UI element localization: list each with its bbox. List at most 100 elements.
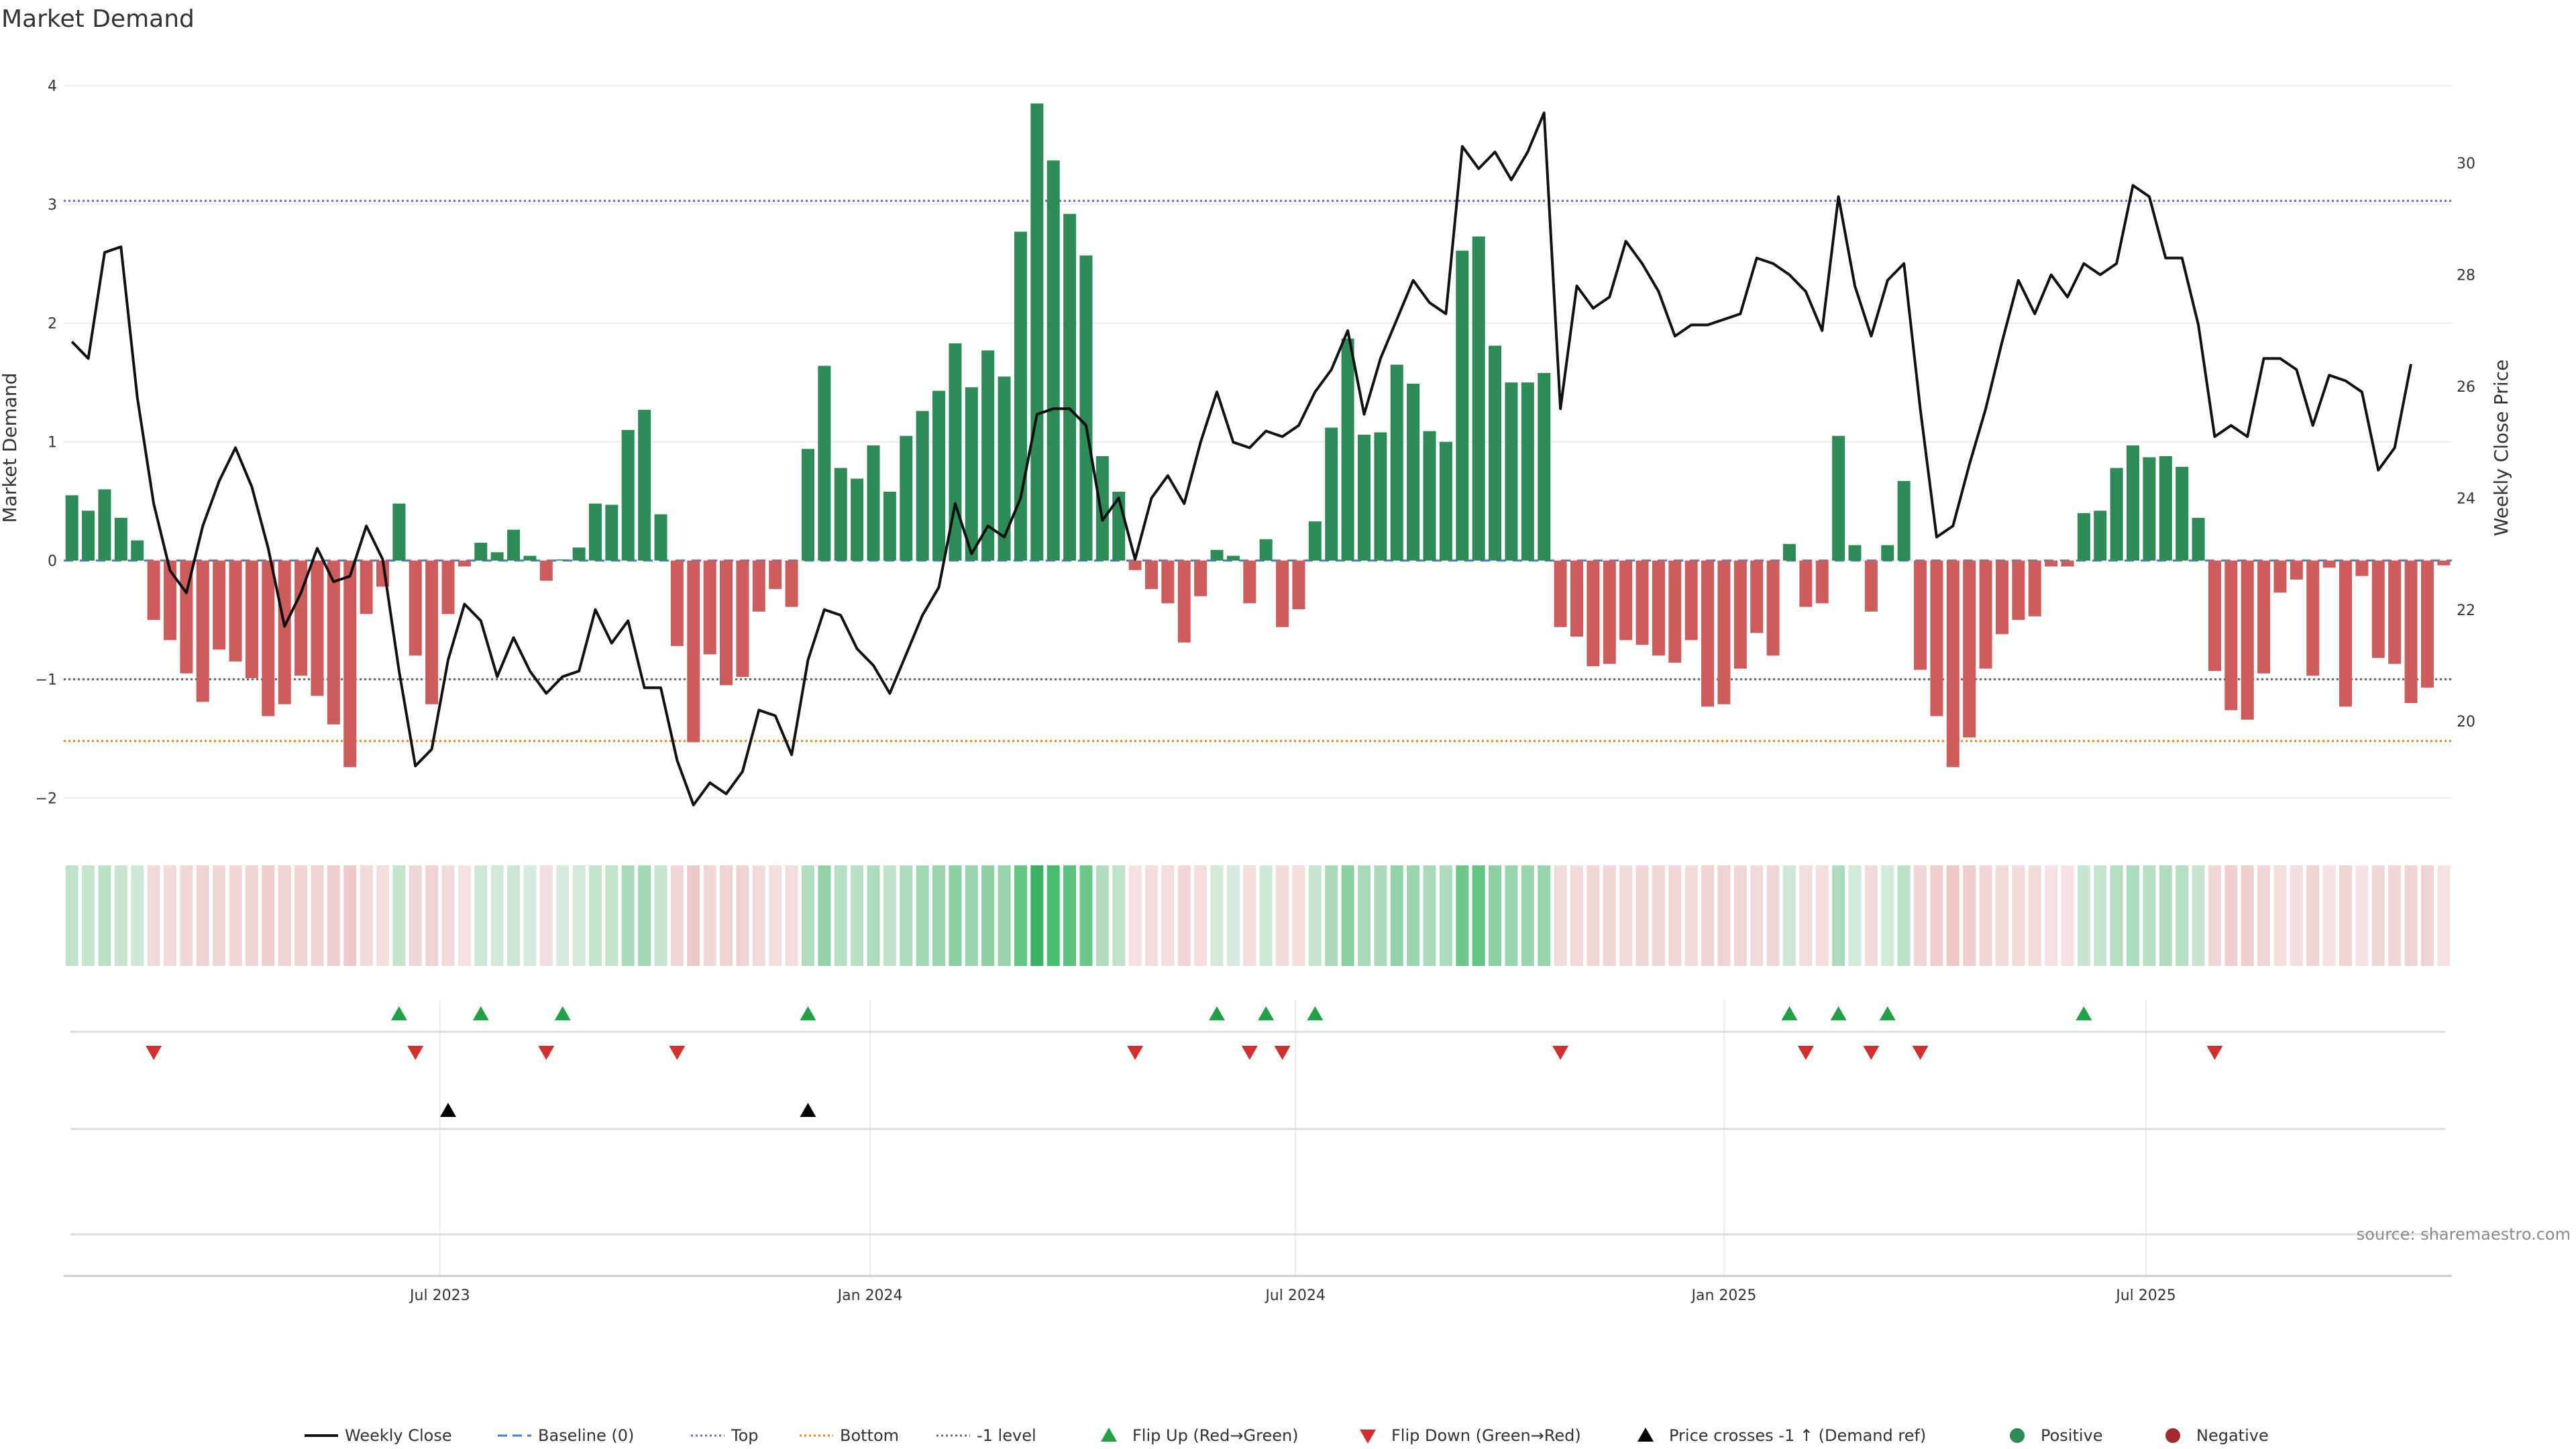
intensity-cell: [1292, 865, 1305, 966]
price-line-layer: [70, 111, 2412, 806]
demand-bar: [82, 511, 95, 561]
demand-bar: [769, 560, 782, 590]
legend-label: Price crosses -1 ↑ (Demand ref): [1669, 1426, 1926, 1445]
demand-bar: [1897, 481, 1911, 561]
flip-down-marker: [1241, 1046, 1258, 1060]
demand-bar: [2290, 560, 2303, 580]
y-tick-label: −1: [36, 672, 57, 689]
demand-bar: [588, 503, 602, 561]
demand-bar: [1619, 560, 1633, 641]
intensity-cell: [163, 865, 177, 966]
x-tick-label: Jul 2023: [409, 1287, 470, 1304]
demand-bar: [2306, 560, 2320, 676]
demand-bar: [1668, 560, 1682, 663]
demand-bars: [65, 103, 2451, 767]
intensity-cell: [1407, 865, 1420, 966]
demand-bar: [949, 343, 962, 561]
intensity-cell: [1750, 865, 1764, 966]
intensity-cell: [818, 865, 831, 966]
intensity-cell: [981, 865, 995, 966]
demand-bar: [294, 560, 308, 676]
intensity-cell: [262, 865, 275, 966]
price-cross-marker: [800, 1103, 816, 1117]
demand-bar: [2437, 560, 2451, 566]
flip-down-marker: [2206, 1046, 2223, 1060]
demand-bar: [1701, 560, 1715, 707]
intensity-cell: [1161, 865, 1175, 966]
legend-item-cross: Price crosses -1 ↑ (Demand ref): [1638, 1426, 1926, 1445]
legend-swatch-circle: [2165, 1428, 2180, 1443]
intensity-cell: [2437, 865, 2451, 966]
intensity-cell: [1357, 865, 1371, 966]
demand-bar: [1489, 345, 1502, 561]
intensity-cell: [2404, 865, 2418, 966]
demand-bar: [883, 491, 896, 561]
demand-bar: [2077, 513, 2090, 561]
demand-bar: [556, 559, 570, 561]
intensity-cell: [1635, 865, 1649, 966]
intensity-cell: [949, 865, 962, 966]
y2-tick-label: 22: [2457, 602, 2475, 619]
legend-label: Negative: [2196, 1426, 2269, 1445]
demand-bar: [1341, 338, 1354, 561]
intensity-cell: [670, 865, 684, 966]
intensity-cell: [441, 865, 455, 966]
intensity-cell: [769, 865, 782, 966]
intensity-cell: [2159, 865, 2172, 966]
axes: −2 −1 0 1 2 3 4 20 22 24 26 28 30 Market Demand Weekly…: [0, 78, 2512, 1304]
intensity-cell: [474, 865, 488, 966]
demand-bar: [1144, 560, 1159, 590]
y-tick-label: 3: [48, 197, 57, 214]
demand-bar: [785, 560, 798, 607]
flip-down-marker: [1863, 1046, 1880, 1060]
intensity-cell: [1538, 865, 1551, 966]
demand-bar: [98, 489, 111, 561]
demand-bar: [229, 560, 242, 662]
intensity-cell: [458, 865, 471, 966]
intensity-cell: [360, 865, 373, 966]
intensity-cell: [1046, 865, 1060, 966]
flip-up-marker: [800, 1006, 816, 1020]
legend-item-weekly_close: Weekly Close: [305, 1426, 452, 1445]
intensity-cell: [1619, 865, 1633, 966]
intensity-cell: [1799, 865, 1813, 966]
demand-bar: [2045, 560, 2058, 567]
demand-bar: [1325, 427, 1338, 561]
demand-bar: [2371, 560, 2385, 658]
demand-bar: [965, 387, 978, 561]
flip-up-marker: [1830, 1006, 1847, 1020]
demand-bar: [1603, 560, 1616, 664]
y-tick-label: −2: [36, 791, 57, 808]
intensity-cell: [916, 865, 929, 966]
y2-axis-title: Weekly Close Price: [2490, 360, 2512, 536]
intensity-cell: [2290, 865, 2303, 966]
intensity-cell: [1341, 865, 1354, 966]
intensity-cell: [1423, 865, 1436, 966]
intensity-cell: [1374, 865, 1387, 966]
signal-markers: [146, 1006, 2223, 1117]
intensity-cell: [131, 865, 144, 966]
legend-item-top: Top: [691, 1426, 759, 1445]
flip-down-marker: [1274, 1046, 1291, 1060]
demand-bar: [2208, 560, 2221, 672]
demand-bar: [736, 560, 749, 678]
intensity-cell: [180, 865, 193, 966]
intensity-strip: [65, 865, 2451, 966]
demand-bar: [654, 514, 667, 561]
intensity-cell: [1668, 865, 1682, 966]
intensity-cell: [1243, 865, 1256, 966]
intensity-cell: [1733, 865, 1747, 966]
demand-bar: [1799, 560, 1813, 607]
demand-bar: [65, 495, 78, 561]
demand-bar: [1587, 560, 1600, 667]
intensity-cell: [1521, 865, 1534, 966]
demand-bar: [360, 560, 373, 614]
intensity-cell: [1276, 865, 1289, 966]
flip-down-marker: [1552, 1046, 1569, 1060]
demand-bar: [1292, 560, 1305, 610]
demand-bar: [851, 478, 864, 561]
intensity-cell: [278, 865, 291, 966]
x-tick-label: Jan 2024: [837, 1287, 903, 1304]
intensity-cell: [1014, 865, 1027, 966]
